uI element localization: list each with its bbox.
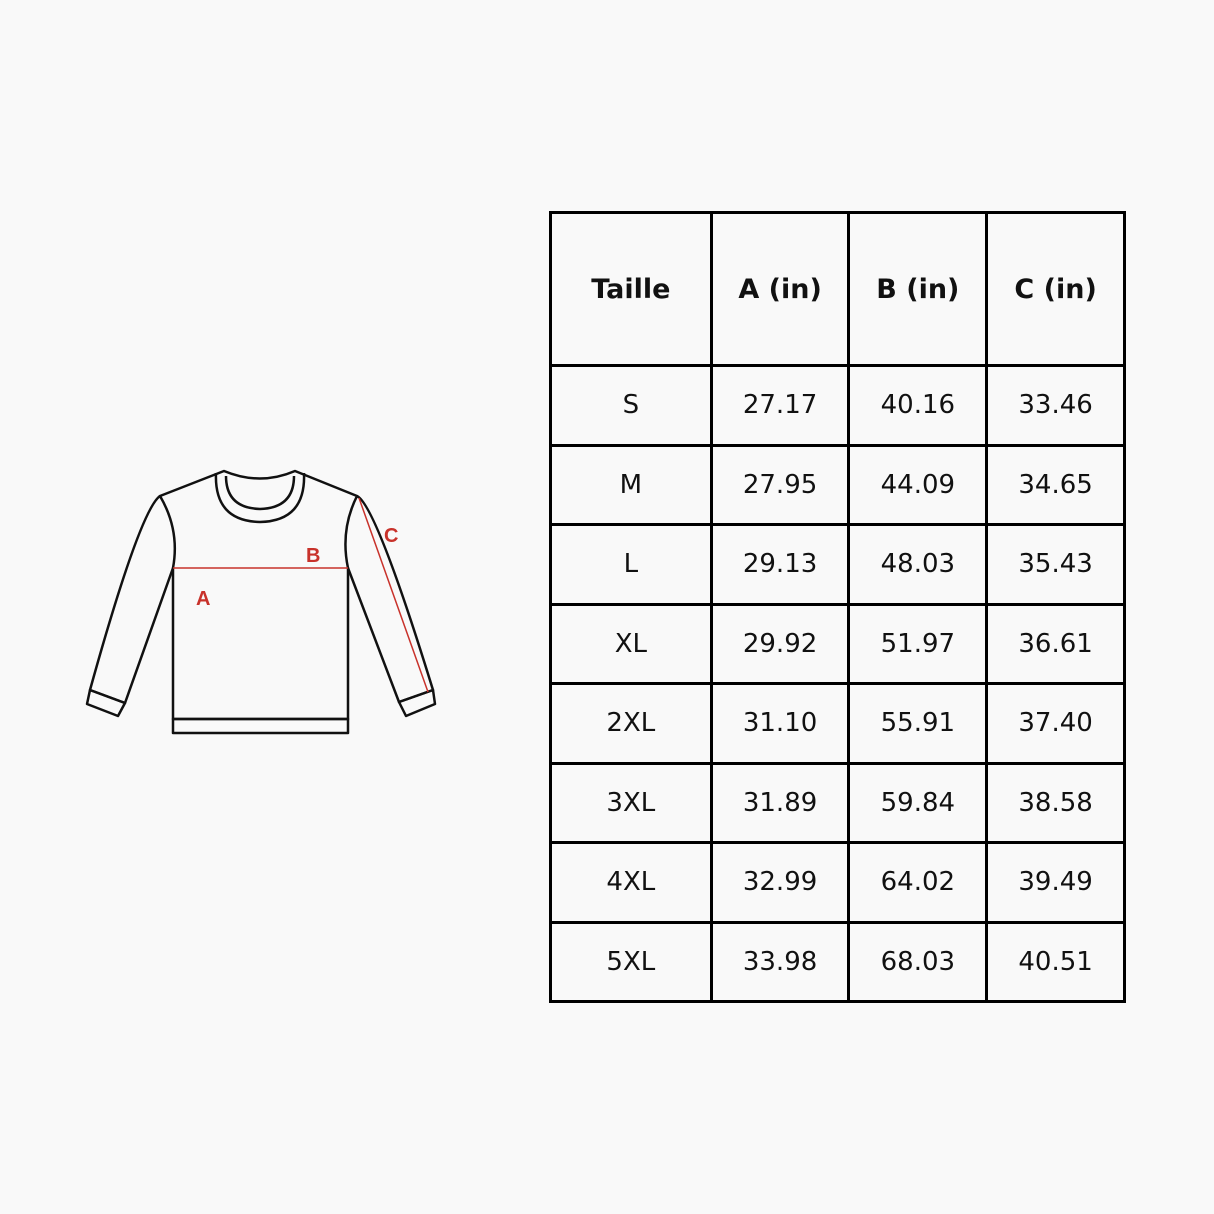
left-sleeve — [88, 494, 175, 705]
cell-size: 3XL — [549, 761, 713, 844]
cell-a: 32.99 — [709, 841, 851, 924]
cell-c: 34.65 — [985, 443, 1126, 526]
label-a: A — [196, 588, 210, 610]
cell-b: 44.09 — [847, 443, 989, 526]
label-c: C — [384, 525, 398, 547]
cell-a: 31.10 — [709, 682, 851, 765]
cell-a: 33.98 — [709, 920, 851, 1003]
sweater-collar-outer — [214, 472, 306, 524]
cell-c: 39.49 — [985, 841, 1126, 924]
table-row: 5XL 33.98 68.03 40.51 — [549, 920, 1126, 1003]
right-cuff — [397, 688, 437, 718]
cell-b: 55.91 — [847, 682, 989, 765]
cell-size: XL — [549, 602, 713, 685]
right-sleeve — [346, 494, 435, 704]
left-cuff — [85, 688, 127, 718]
header-b: B (in) — [847, 211, 989, 367]
cell-a: 27.17 — [709, 364, 851, 447]
table-row: M 27.95 44.09 34.65 — [549, 443, 1126, 526]
cell-b: 40.16 — [847, 364, 989, 447]
table-row: 3XL 31.89 59.84 38.58 — [549, 761, 1126, 844]
table-row: 2XL 31.10 55.91 37.40 — [549, 682, 1126, 765]
cell-size: M — [549, 443, 713, 526]
header-c: C (in) — [985, 211, 1126, 367]
cell-c: 38.58 — [985, 761, 1126, 844]
size-chart-table: Taille A (in) B (in) C (in) S 27.17 40.16 3… — [549, 211, 1126, 1003]
cell-c: 37.40 — [985, 682, 1126, 765]
sweater-body-outline — [158, 469, 359, 721]
cell-c: 35.43 — [985, 523, 1126, 606]
cell-size: S — [549, 364, 713, 447]
cell-b: 51.97 — [847, 602, 989, 685]
table-row: S 27.17 40.16 33.46 — [549, 364, 1126, 447]
table-row: 4XL 32.99 64.02 39.49 — [549, 841, 1126, 924]
cell-b: 48.03 — [847, 523, 989, 606]
cell-a: 31.89 — [709, 761, 851, 844]
sweater-collar-inner — [224, 475, 296, 511]
cell-size: 5XL — [549, 920, 713, 1003]
cell-c: 36.61 — [985, 602, 1126, 685]
cell-b: 68.03 — [847, 920, 989, 1003]
cell-size: 4XL — [549, 841, 713, 924]
table-row: L 29.13 48.03 35.43 — [549, 523, 1126, 606]
cell-b: 64.02 — [847, 841, 989, 924]
measure-line-c — [358, 497, 429, 693]
header-row: Taille A (in) B (in) C (in) — [549, 211, 1126, 367]
cell-b: 59.84 — [847, 761, 989, 844]
cell-a: 29.13 — [709, 523, 851, 606]
table-row: XL 29.92 51.97 36.61 — [549, 602, 1126, 685]
cell-size: L — [549, 523, 713, 606]
cell-size: 2XL — [549, 682, 713, 765]
cell-c: 40.51 — [985, 920, 1126, 1003]
header-size: Taille — [549, 211, 713, 367]
cell-c: 33.46 — [985, 364, 1126, 447]
cell-a: 27.95 — [709, 443, 851, 526]
header-a: A (in) — [709, 211, 851, 367]
label-b: B — [306, 545, 320, 567]
sweater-hem — [171, 717, 350, 735]
cell-a: 29.92 — [709, 602, 851, 685]
